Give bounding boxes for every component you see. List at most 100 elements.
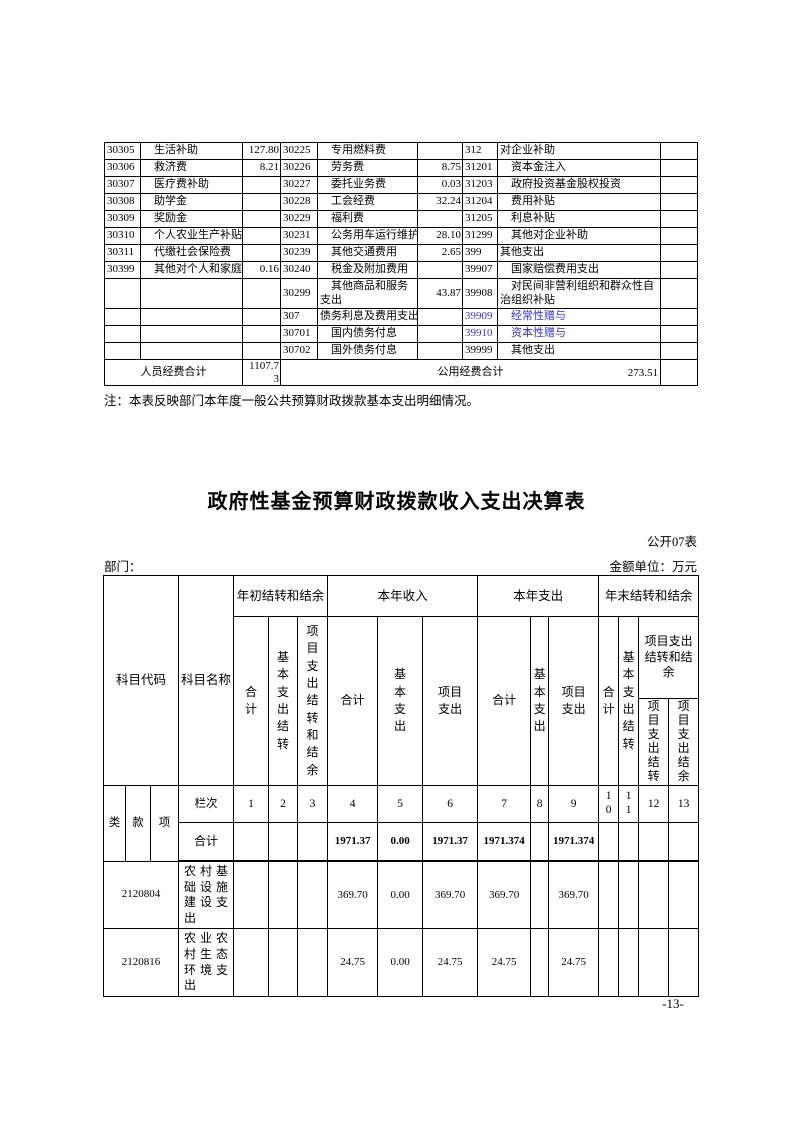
- t1-code-cell: 30307: [104, 176, 141, 194]
- t2-subheader-col6-text: 项目支出: [438, 684, 463, 716]
- t2-cell: [297, 928, 329, 997]
- t2-subheader-col12: 项目支出结转: [640, 699, 669, 785]
- t1-code-cell: 31204: [462, 193, 498, 211]
- t1-amt-cell: 43.87: [417, 278, 463, 309]
- t1-code-cell: 31201: [462, 159, 498, 177]
- t2-subheader-col3-text: 项目支出结转和结余: [306, 623, 319, 777]
- table-row: 类 款 项 栏次 1 2 3 4 5 6 7 8 9 10 11 12 13: [103, 785, 700, 862]
- t2-cell-c4: 369.70: [327, 860, 379, 930]
- table-row-total: 合计 1971.37 0.00 1971.37 1971.374 1971.37…: [104, 822, 700, 862]
- table-row: 30311 代缴社会保险费 30239 其他交通费用 2.65 399 其他支出: [104, 244, 698, 262]
- amount-unit-label: 金额单位：万元: [609, 560, 697, 574]
- table-row: 30702 国外债务付息 39999 其他支出: [104, 342, 698, 360]
- t2-total-c3: [297, 822, 329, 862]
- t1-name-cell: 其他商品和服务支出: [317, 278, 418, 309]
- t1-name-cell: 其他支出: [497, 244, 661, 262]
- t1-amt-cell: [242, 176, 281, 194]
- t1-name-cell: 国内债务付息: [317, 325, 418, 343]
- t2-cell-c5: 0.00: [377, 928, 424, 997]
- page-number: -13-: [662, 996, 684, 1011]
- t1-amt-cell: 2.65: [417, 244, 463, 262]
- t2-subheader-col13: 项目支出结余: [668, 699, 697, 785]
- t1-name-cell: [140, 325, 243, 343]
- t1-amt-cell: [242, 278, 281, 309]
- t1-name-cell: 对民间非营利组织和群众性自治组织补贴: [497, 278, 661, 309]
- table-row: 科目代码 科目名称 年初结转和结余 本年收入 本年支出 年末结转和结余: [102, 575, 700, 786]
- t1-amt-cell: [660, 342, 698, 360]
- t2-header-subject-code: 科目代码: [102, 575, 180, 786]
- t2-subheader-col6: 项目支出: [422, 616, 479, 786]
- t2-colnum: 2: [268, 785, 299, 823]
- t1-amt-cell: [417, 210, 463, 228]
- t1-code-cell: 30310: [104, 227, 141, 245]
- t1-code-cell: [104, 308, 141, 326]
- t2-colnum-text: 10: [605, 789, 612, 816]
- t1-amt-cell: 8.21: [242, 159, 281, 177]
- t2-total-c6: 1971.37: [422, 822, 479, 862]
- table-number: 公开07表: [646, 535, 697, 549]
- t1-amt-cell: [242, 227, 281, 245]
- t1-name-cell: 专用燃料费: [317, 142, 418, 160]
- t1-code-cell: 30308: [104, 193, 141, 211]
- t2-subheader-col12-13-group: 项目支出结转和结余 项目支出结转 项目支出结余: [638, 616, 700, 786]
- t1-name-cell: 其他支出: [497, 342, 661, 360]
- t1-code-cell: 31203: [462, 176, 498, 194]
- t1-code-cell: 30701: [280, 325, 318, 343]
- t1-amt-cell: [660, 142, 698, 160]
- t1-code-cell: 30305: [104, 142, 141, 160]
- t2-header-subject-name: 科目名称: [178, 575, 235, 786]
- t1-code-cell: 30227: [280, 176, 318, 194]
- public-funds-total-value: 273.51: [627, 366, 658, 379]
- t2-subheader-col8-text: 基本支出: [533, 667, 546, 734]
- t1-amt-cell: [660, 210, 698, 228]
- table-row: 30307 医疗费补助 30227 委托业务费 0.03 31203 政府投资基金股权投资: [104, 176, 698, 194]
- t2-col-section: 款: [125, 785, 151, 862]
- t2-subheader-col3: 项目支出结转和结余: [297, 616, 329, 786]
- t1-name-cell: 代缴社会保险费: [140, 244, 243, 262]
- t2-cell: [598, 928, 620, 997]
- t2-total-c4: 1971.37: [327, 822, 379, 862]
- t2-subheader-col12-text: 项目支出结转: [647, 699, 660, 783]
- t2-cell: [618, 860, 640, 930]
- t2-colnum: 3: [297, 785, 329, 823]
- t1-code-cell: 39910: [462, 325, 498, 343]
- t1-name-cell: 国外债务付息: [317, 342, 418, 360]
- t2-subheader-project-carryover-group: 项目支出结转和结余: [639, 618, 698, 699]
- t1-code-cell: 30239: [280, 244, 318, 262]
- t1-code-cell: 39908: [462, 278, 498, 309]
- t1-name-cell: 救济费: [140, 159, 243, 177]
- table-row: 2120804 农村基础设施建设支出 369.70 0.00 369.70 36…: [102, 860, 700, 930]
- t1-name-cell: 工会经费: [317, 193, 418, 211]
- t2-cell: [233, 928, 270, 997]
- department-label: 部门：: [104, 560, 142, 574]
- t2-colnum-text: 11: [625, 789, 632, 816]
- t2-col-item: 项: [149, 785, 180, 862]
- t1-code-cell: 30231: [280, 227, 318, 245]
- t2-colnum: 8: [530, 785, 550, 823]
- t2-subheader-col8: 基本支出: [530, 616, 550, 786]
- t1-amt-cell: [242, 193, 281, 211]
- t1-name-cell: 对企业补助: [497, 142, 661, 160]
- t2-total-c13: [668, 822, 700, 862]
- t2-cell: [530, 860, 550, 930]
- table-row: 30299 其他商品和服务支出 43.87 39908 对民间非营利组织和群众性自治组织…: [104, 278, 698, 309]
- t2-colnum: 5: [377, 785, 424, 823]
- t2-total-c7: 1971.374: [477, 822, 532, 862]
- t2-cell: [638, 928, 670, 997]
- t2-total-c5: 0.00: [377, 822, 424, 862]
- t2-subheader-col5: 基本支出: [377, 616, 424, 786]
- t2-subheader-col4: 合计: [327, 616, 379, 786]
- t1-code-cell: 39999: [462, 342, 498, 360]
- t1-amt-cell: [417, 142, 463, 160]
- t1-name-cell: 资本性赠与: [497, 325, 661, 343]
- table-row: 30309 奖励金 30229 福利费 31205 利息补贴: [104, 210, 698, 228]
- t2-colnum: 1: [233, 785, 270, 823]
- t1-amt-cell: [242, 244, 281, 262]
- t2-row-code: 2120816: [102, 928, 180, 997]
- t1-name-cell: 费用补贴: [497, 193, 661, 211]
- t1-name-cell: 个人农业生产补贴: [140, 227, 243, 245]
- t1-name-cell: 公务用车运行维护费: [317, 227, 418, 245]
